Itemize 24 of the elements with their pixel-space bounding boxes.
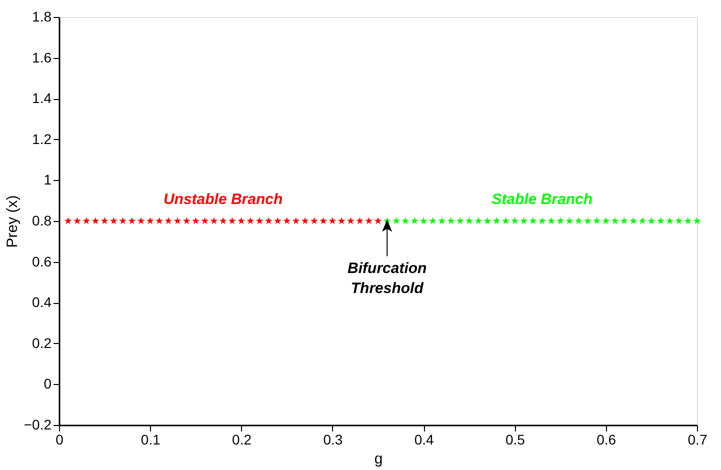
x-tick-label: 0.4: [414, 432, 434, 448]
y-tick-label: 0.4: [32, 294, 52, 310]
x-tick-label: 0.6: [596, 432, 616, 448]
y-tick-label: 1.8: [32, 8, 52, 24]
y-tick-label: 0: [44, 376, 52, 392]
x-tick-label: 0.7: [688, 432, 708, 448]
series-label: Unstable Branch: [163, 191, 283, 208]
x-tick-label: 0.3: [323, 432, 343, 448]
y-axis-title: Prey (x): [4, 195, 21, 248]
y-tick-label: −0.2: [24, 416, 52, 432]
x-axis-title: g: [374, 450, 383, 468]
y-tick-label: 0.8: [32, 212, 52, 228]
series-label: Stable Branch: [492, 191, 592, 208]
y-tick-label: 0.6: [32, 253, 52, 270]
x-tick-label: 0.2: [232, 432, 252, 448]
x-tick-label: 0: [56, 432, 64, 448]
x-tick-label: 0.5: [505, 432, 526, 448]
y-tick-label: 1: [44, 172, 52, 188]
y-tick-label: 1.4: [32, 90, 52, 106]
y-tick-label: 1.2: [32, 130, 52, 147]
y-tick-label: 0.2: [32, 334, 52, 351]
annotation: Bifurcation Threshold: [348, 260, 427, 297]
x-tick-label: 0.1: [140, 432, 161, 448]
y-tick-label: 1.6: [32, 49, 52, 66]
